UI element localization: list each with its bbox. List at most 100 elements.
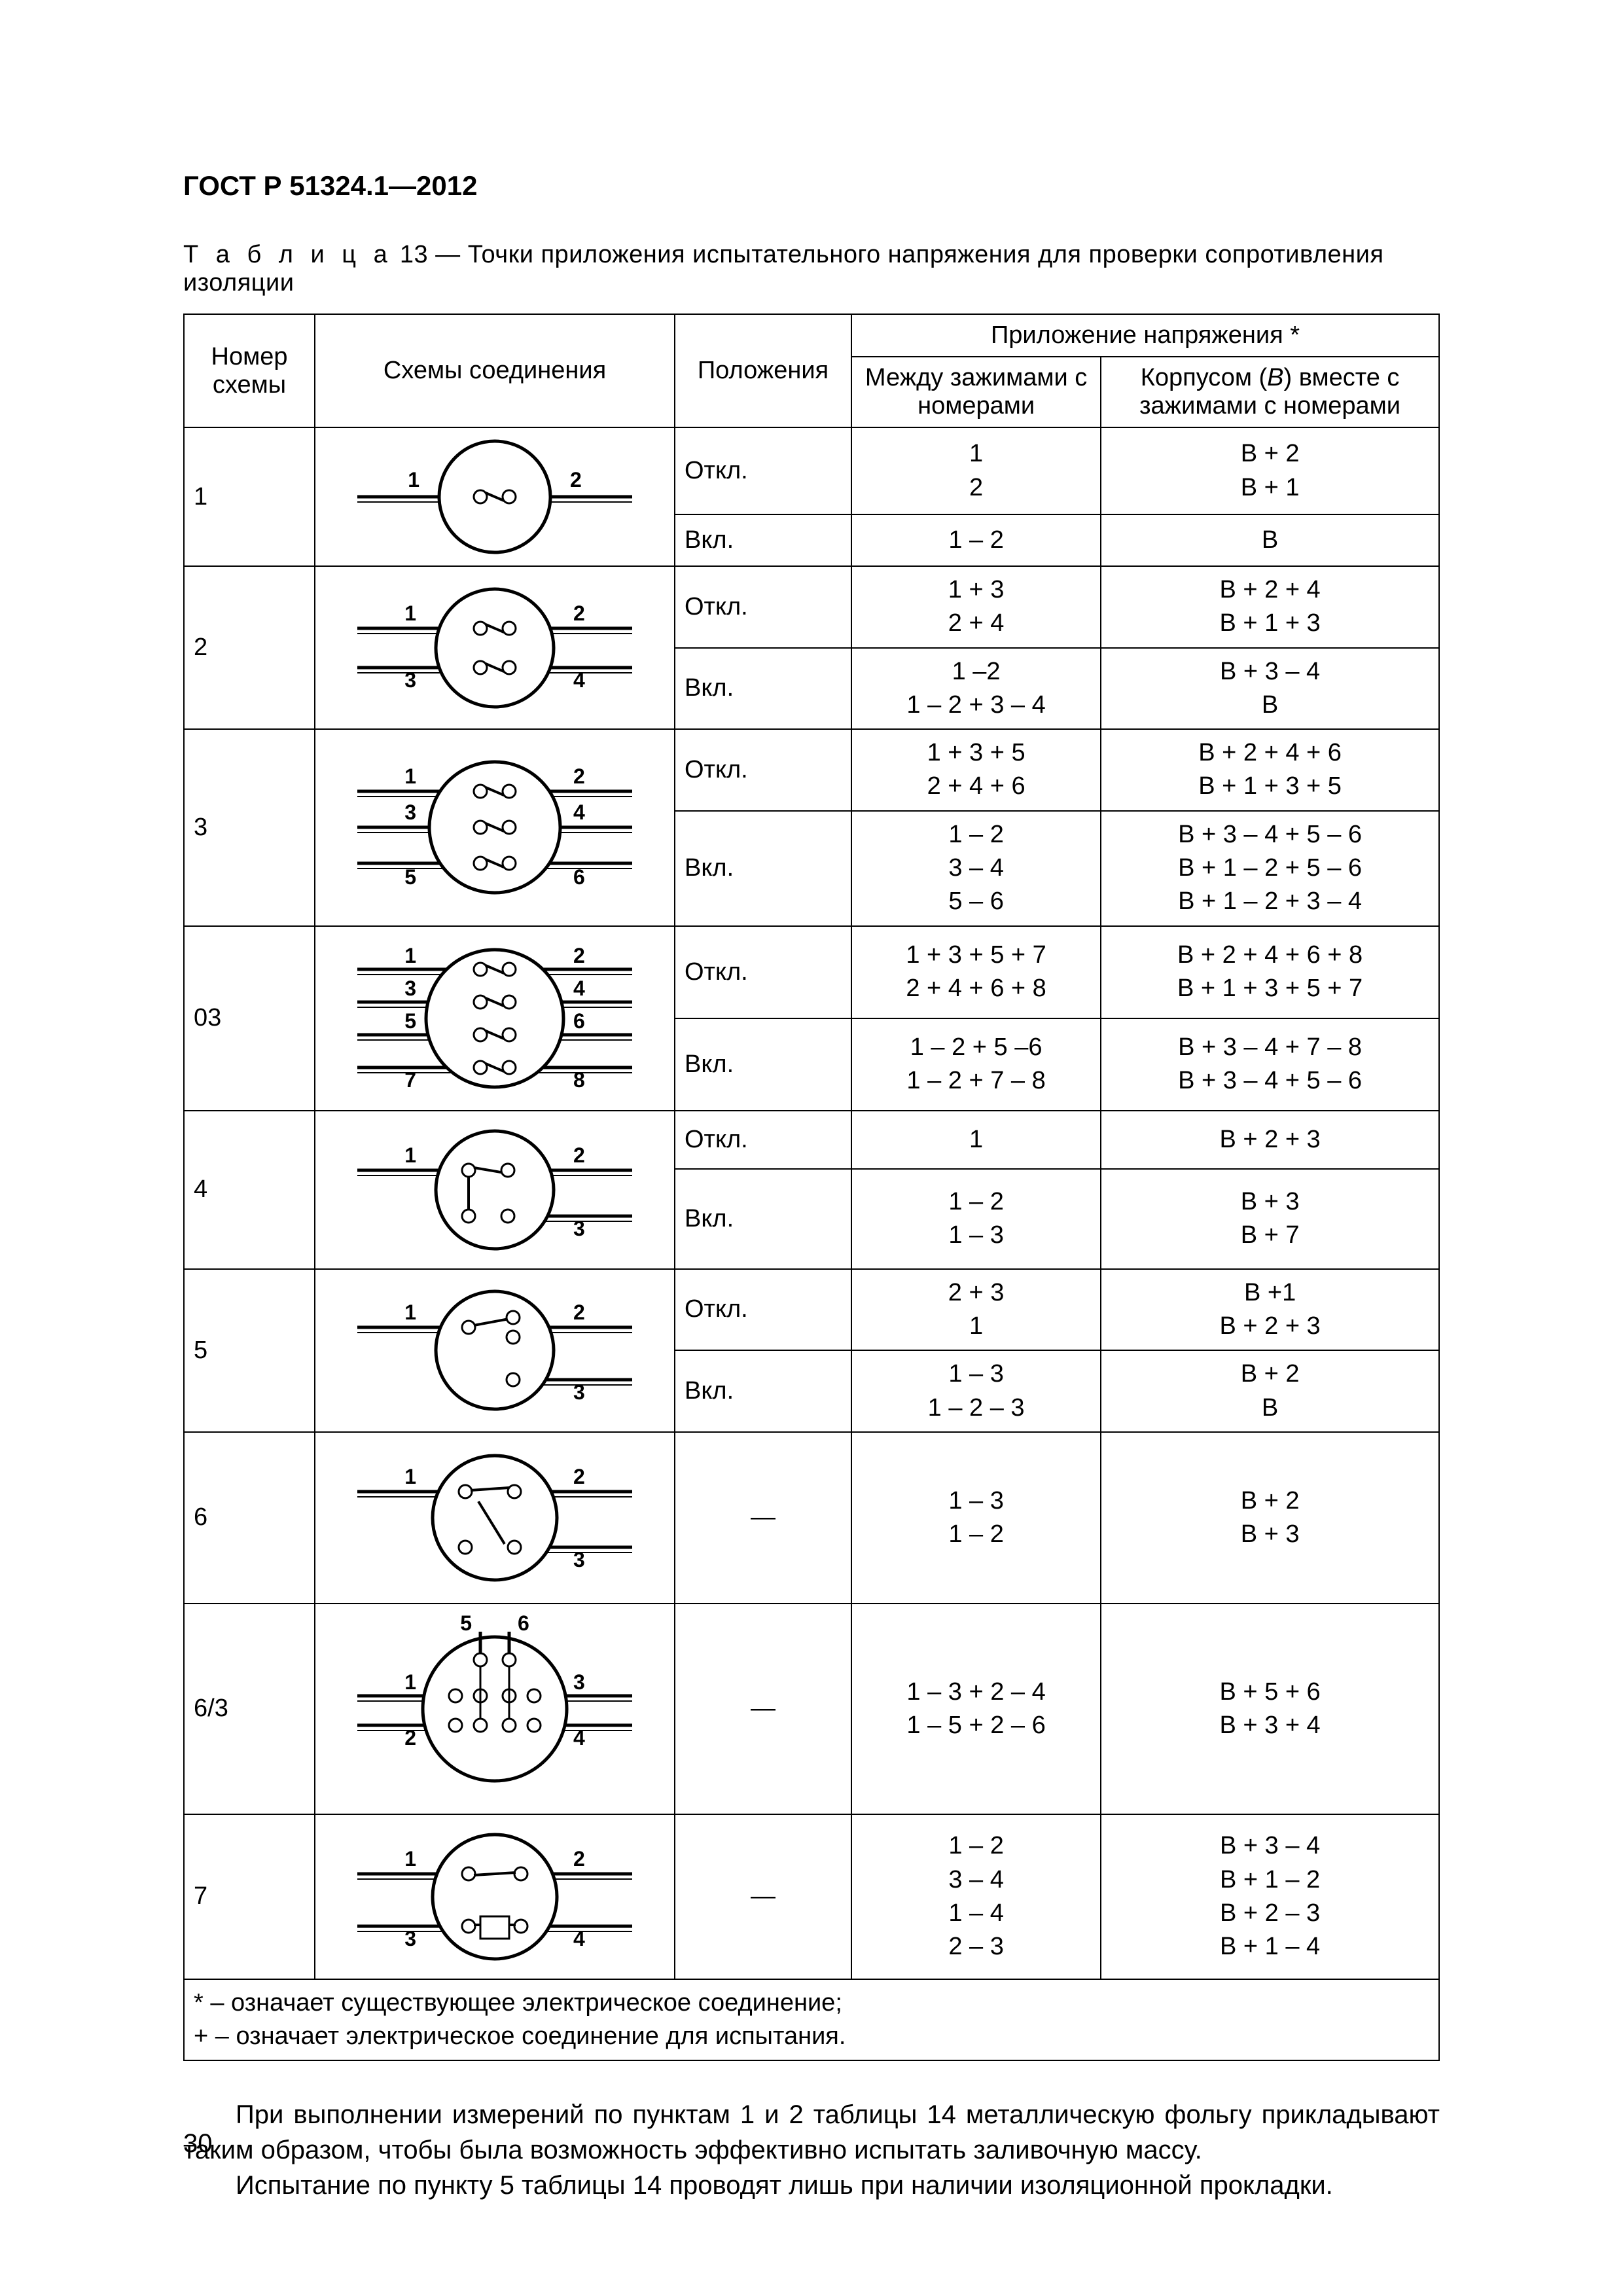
body-clamps-cell: В + 2В + 1 [1101,427,1439,514]
between-clamps-cell: 1 – 31 – 2 [851,1432,1101,1604]
scheme-number: 6/3 [184,1604,315,1814]
body-clamps-cell: В + 2 + 4 + 6В + 1 + 3 + 5 [1101,729,1439,811]
scheme-number: 5 [184,1269,315,1432]
page-number: 30 [183,2129,213,2159]
body-clamps-cell: В + 2В + 3 [1101,1432,1439,1604]
svg-text:7: 7 [404,1068,416,1092]
position-cell: Откл. [675,566,851,648]
position-cell: Вкл. [675,1169,851,1268]
col-position: Положения [675,314,851,427]
position-cell: Вкл. [675,514,851,566]
svg-text:3: 3 [573,1380,585,1404]
caption-number: 13 [400,241,428,268]
col-between-clamps: Между зажимами с номерами [851,357,1101,427]
scheme-number: 1 [184,427,315,566]
between-clamps-cell: 1 – 23 – 45 – 6 [851,811,1101,926]
body-paragraph-2: Испытание по пункту 5 таблицы 14 проводя… [183,2168,1440,2203]
connection-diagram: 561324 [315,1604,675,1814]
svg-text:5: 5 [404,1009,416,1033]
between-clamps-cell: 1 + 32 + 4 [851,566,1101,648]
position-cell: — [675,1814,851,1979]
table-row: 71234—1 – 23 – 41 – 42 – 3В + 3 – 4В + 1… [184,1814,1439,1979]
position-cell: Откл. [675,1111,851,1170]
body-clamps-cell: В + 3В + 7 [1101,1169,1439,1268]
position-cell: — [675,1432,851,1604]
body-clamps-cell: В + 3 – 4В [1101,648,1439,730]
svg-text:1: 1 [404,1847,416,1871]
between-clamps-cell: 1 – 2 + 5 –61 – 2 + 7 – 8 [851,1018,1101,1111]
body-clamps-cell: В + 2В [1101,1350,1439,1432]
position-cell: Вкл. [675,811,851,926]
table-row: 3123456Откл.1 + 3 + 52 + 4 + 6В + 2 + 4 … [184,729,1439,811]
body-clamps-cell: В +1В + 2 + 3 [1101,1269,1439,1351]
svg-text:1: 1 [404,1143,416,1167]
between-clamps-cell: 2 + 31 [851,1269,1101,1351]
svg-text:1: 1 [404,764,416,788]
body-clamps-cell: В + 5 + 6В + 3 + 4 [1101,1604,1439,1814]
svg-text:1: 1 [408,468,419,492]
between-clamps-cell: 1 – 3 + 2 – 41 – 5 + 2 – 6 [851,1604,1101,1814]
col-diagram: Схемы соединения [315,314,675,427]
between-clamps-cell: 1 – 23 – 41 – 42 – 3 [851,1814,1101,1979]
between-clamps-cell: 1 – 31 – 2 – 3 [851,1350,1101,1432]
svg-text:2: 2 [573,1143,585,1167]
svg-text:2: 2 [573,1300,585,1324]
table-row: 0312345678Откл.1 + 3 + 5 + 72 + 4 + 6 + … [184,926,1439,1018]
svg-text:1: 1 [404,1465,416,1488]
connection-diagram: 12 [315,427,675,566]
svg-text:2: 2 [570,468,582,492]
scheme-number: 3 [184,729,315,925]
position-cell: Откл. [675,427,851,514]
svg-text:1: 1 [404,1670,416,1694]
svg-text:3: 3 [404,1927,416,1950]
body-clamps-cell: В + 2 + 3 [1101,1111,1439,1170]
between-clamps-cell: 12 [851,427,1101,514]
position-cell: Откл. [675,926,851,1018]
svg-text:5: 5 [404,865,416,889]
position-cell: Вкл. [675,1018,851,1111]
body-paragraph-1: При выполнении измерений по пунктам 1 и … [183,2097,1440,2168]
col-scheme-no: Номер схемы [184,314,315,427]
scheme-number: 2 [184,566,315,729]
scheme-number: 4 [184,1111,315,1269]
insulation-table: Номер схемы Схемы соединения Положения П… [183,314,1440,2061]
svg-text:4: 4 [573,977,585,1000]
document-header: ГОСТ Р 51324.1—2012 [183,170,1440,202]
svg-text:4: 4 [573,800,585,824]
position-cell: Вкл. [675,648,851,730]
table-row: 112Откл.12В + 2В + 1 [184,427,1439,514]
table-row: 21234Откл.1 + 32 + 4В + 2 + 4В + 1 + 3 [184,566,1439,648]
table-row: 4123Откл.1В + 2 + 3 [184,1111,1439,1170]
svg-text:8: 8 [573,1068,585,1092]
svg-text:3: 3 [404,977,416,1000]
svg-text:3: 3 [404,800,416,824]
svg-text:2: 2 [573,1847,585,1871]
col-body-with: Корпусом (В) вместе с зажимами с номерам… [1101,357,1439,427]
svg-text:3: 3 [573,1670,585,1694]
body-text: При выполнении измерений по пунктам 1 и … [183,2097,1440,2203]
table-row: 6123—1 – 31 – 2В + 2В + 3 [184,1432,1439,1604]
body-clamps-cell: В + 3 – 4 + 7 – 8В + 3 – 4 + 5 – 6 [1101,1018,1439,1111]
svg-text:2: 2 [573,601,585,625]
svg-text:3: 3 [573,1217,585,1240]
scheme-number: 6 [184,1432,315,1604]
svg-text:2: 2 [404,1726,416,1749]
svg-text:6: 6 [573,865,585,889]
connection-diagram: 1 2 3 [315,1111,675,1269]
svg-text:2: 2 [573,764,585,788]
between-clamps-cell: 1 [851,1111,1101,1170]
position-cell: Откл. [675,729,851,811]
position-cell: Вкл. [675,1350,851,1432]
between-clamps-cell: 1 + 3 + 52 + 4 + 6 [851,729,1101,811]
caption-dash: — [435,241,461,268]
position-cell: Откл. [675,1269,851,1351]
body-clamps-cell: В + 2 + 4В + 1 + 3 [1101,566,1439,648]
position-cell: — [675,1604,851,1814]
svg-text:4: 4 [573,1726,585,1749]
table-caption: Т а б л и ц а 13 — Точки приложения испы… [183,241,1440,297]
svg-text:4: 4 [573,668,585,692]
body-clamps-cell: В + 3 – 4В + 1 – 2В + 2 – 3В + 1 – 4 [1101,1814,1439,1979]
scheme-number: 7 [184,1814,315,1979]
caption-label: Т а б л и ц а [183,241,393,268]
body-clamps-cell: В + 2 + 4 + 6 + 8В + 1 + 3 + 5 + 7 [1101,926,1439,1018]
